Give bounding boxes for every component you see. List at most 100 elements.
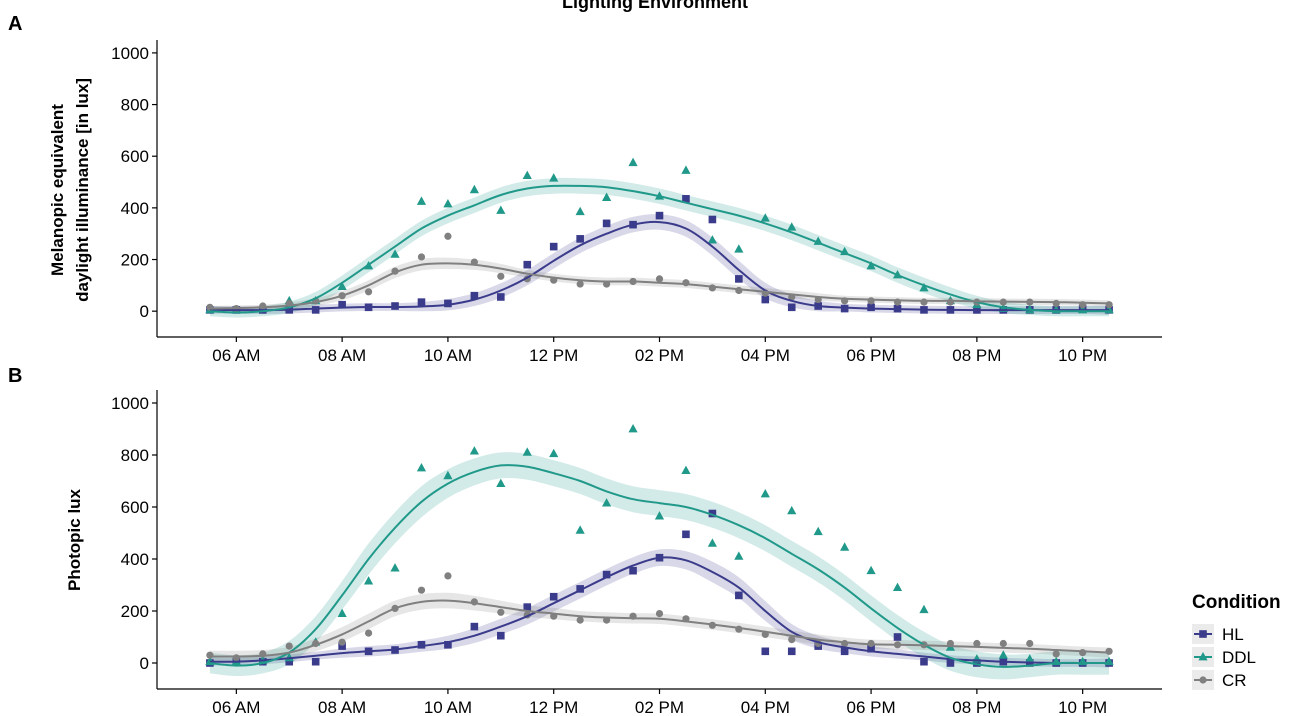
point-ddl — [549, 173, 559, 182]
point-cr — [788, 636, 796, 644]
point-hl — [338, 300, 346, 309]
legend-key-marker — [1199, 630, 1207, 638]
point-ddl — [496, 478, 506, 487]
point-cr — [1026, 639, 1034, 648]
trend-line-ddl — [209, 184, 1110, 314]
y-tick-label: 600 — [121, 147, 149, 166]
point-hl — [867, 644, 875, 653]
point-cr — [946, 298, 955, 306]
panel-label: A — [8, 13, 22, 35]
point-hl — [470, 622, 479, 631]
y-tick-label: 200 — [121, 251, 149, 270]
legend-item-cr: CR — [1192, 670, 1247, 690]
point-hl — [523, 260, 532, 269]
point-cr — [999, 639, 1007, 648]
point-hl — [761, 647, 770, 656]
point-hl — [523, 603, 532, 611]
trend-line-ddl — [209, 464, 1110, 668]
y-tick-label: 0 — [140, 654, 149, 673]
point-hl — [549, 242, 558, 251]
point-ddl — [363, 576, 374, 585]
point-cr — [1105, 301, 1113, 309]
point-ddl — [866, 260, 876, 270]
point-hl — [655, 211, 664, 220]
legend-key-marker — [1198, 652, 1208, 661]
x-tick-label: 04 PM — [741, 698, 790, 716]
point-ddl — [496, 205, 506, 214]
point-hl — [311, 657, 320, 666]
legend-label: CR — [1222, 671, 1247, 690]
point-hl — [761, 295, 770, 304]
panel-a: A 0 200 400 600 800 1000 06 AM 08 AM 10 AM 12 PM 02… — [8, 13, 1162, 365]
point-hl — [497, 631, 505, 640]
point-cr — [655, 610, 664, 618]
point-ddl — [575, 525, 585, 534]
point-cr — [417, 253, 426, 261]
x-tick-label: 10 PM — [1058, 698, 1107, 716]
x-tick-label: 12 PM — [529, 346, 578, 365]
point-ddl — [522, 447, 532, 456]
point-ddl — [707, 235, 717, 244]
point-hl — [840, 647, 849, 656]
point-hl — [444, 299, 452, 308]
point-ddl — [443, 470, 453, 480]
point-ddl — [416, 196, 427, 205]
x-tick-label: 10 PM — [1058, 346, 1107, 365]
x-tick-label: 02 PM — [635, 346, 684, 365]
point-hl — [708, 215, 717, 224]
point-ddl — [416, 463, 427, 472]
point-cr — [576, 616, 584, 624]
point-hl — [867, 303, 875, 312]
point-hl — [576, 235, 584, 243]
point-cr — [1079, 649, 1087, 657]
panel-label: B — [8, 365, 22, 387]
point-cr — [417, 586, 426, 594]
legend-label: HL — [1222, 625, 1244, 644]
point-ddl — [734, 551, 744, 560]
point-cr — [444, 232, 452, 240]
point-hl — [311, 306, 320, 314]
point-cr — [973, 639, 981, 648]
point-hl — [629, 566, 637, 575]
point-ddl — [998, 650, 1008, 659]
point-ddl — [760, 489, 770, 498]
point-cr — [232, 654, 240, 662]
legend-items: HL DDL CR — [1192, 624, 1256, 690]
point-hl — [444, 641, 452, 649]
point-cr — [364, 629, 373, 637]
point-ddl — [337, 608, 347, 617]
point-hl — [735, 591, 743, 600]
legend-title: Condition — [1192, 592, 1281, 613]
point-ddl — [469, 446, 479, 455]
x-tick-label: 06 PM — [847, 346, 896, 365]
y-axis-label: Melanopic equivalent — [48, 104, 67, 276]
x-tick-label: 10 AM — [424, 698, 472, 716]
point-cr — [1052, 299, 1060, 308]
points-ddl — [205, 157, 1114, 314]
point-hl — [682, 195, 690, 203]
point-cr — [259, 302, 267, 310]
point-ddl — [919, 282, 929, 292]
point-hl — [576, 585, 584, 593]
point-hl — [285, 657, 294, 666]
x-tick-label: 04 PM — [741, 346, 790, 365]
point-hl — [787, 303, 796, 312]
point-ddl — [602, 498, 612, 507]
point-ddl — [734, 244, 744, 253]
trend-line-hl — [209, 220, 1110, 312]
y-axis-label: Photopic lux — [65, 488, 84, 591]
point-cr — [338, 638, 346, 646]
point-hl — [973, 659, 981, 667]
x-tick-label: 08 PM — [952, 346, 1001, 365]
point-cr — [867, 297, 875, 305]
y-tick-label: 0 — [140, 302, 149, 321]
point-ddl — [522, 170, 532, 179]
point-cr — [364, 288, 373, 296]
point-cr — [1105, 647, 1113, 655]
y-tick-label: 1000 — [111, 394, 149, 413]
point-cr — [920, 298, 928, 306]
figure-title: Lighting Environment — [562, 0, 748, 12]
y-axis-label: daylight illuminance [in lux] — [73, 78, 92, 302]
y-tick-label: 1000 — [111, 44, 149, 63]
